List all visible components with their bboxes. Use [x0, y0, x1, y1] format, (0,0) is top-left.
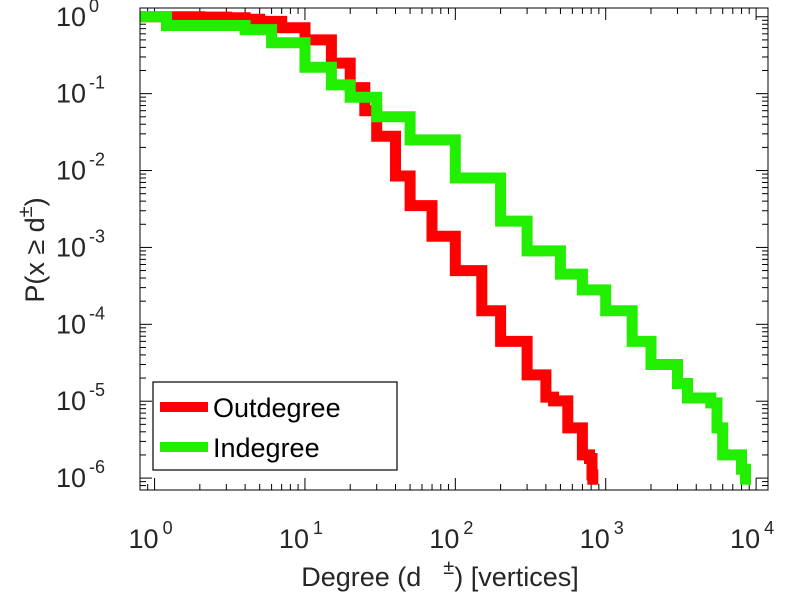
y-tick-label: 10 -3 [56, 226, 105, 262]
y-tick-label: 10 -6 [56, 457, 105, 493]
x-tick-label: 10 1 [279, 518, 323, 554]
series-layer [140, 11, 751, 485]
legend-box [152, 381, 398, 471]
x-tick-label: 10 2 [429, 518, 473, 554]
x-tick-label: 10 0 [129, 518, 173, 554]
plot-frame [139, 7, 769, 491]
series-line-indegree [140, 11, 751, 485]
legend-label-indegree: Indegree [213, 433, 320, 463]
y-axis-title: P(x ≥ d±) [15, 197, 50, 302]
legend: Outdegree Indegree [152, 381, 398, 471]
legend-label-outdegree: Outdegree [213, 393, 341, 423]
y-tick-label: 10 -2 [56, 150, 105, 186]
series-line-outdegree [140, 11, 599, 485]
tick-marks [139, 8, 768, 491]
y-tick-label: 10 0 [56, 0, 99, 32]
x-axis-title: Degree (d ±) [vertices] [301, 557, 579, 592]
y-tick-label: 10 -4 [56, 303, 105, 339]
x-tick-label: 10 4 [730, 518, 774, 554]
y-tick-label: 10 -5 [56, 380, 105, 416]
y-tick-label: 10 -1 [56, 73, 105, 109]
x-tick-labels: 10 0 10 1 10 2 10 3 10 4 [129, 518, 775, 554]
x-tick-label: 10 3 [580, 518, 624, 554]
